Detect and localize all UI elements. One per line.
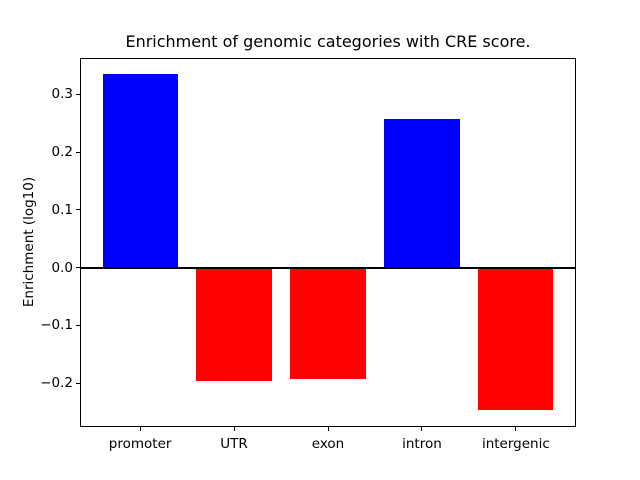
y-tick-label: 0.1: [51, 201, 73, 218]
y-tick-label: 0.3: [51, 86, 73, 103]
zero-line: [81, 266, 575, 269]
chart-title: Enrichment of genomic categories with CR…: [125, 32, 531, 51]
x-tick-label-promoter: promoter: [108, 436, 172, 452]
x-tick-mark: [233, 427, 235, 431]
bar-promoter: [102, 74, 178, 268]
y-tick-label: 0.2: [51, 144, 73, 161]
bar-intron: [384, 119, 460, 268]
bar-UTR: [196, 267, 272, 381]
x-tick-mark: [327, 427, 329, 431]
x-tick-label-intron: intron: [402, 436, 442, 452]
y-tick-mark: [76, 382, 80, 384]
y-tick-mark: [76, 93, 80, 95]
y-tick-mark: [76, 267, 80, 269]
y-tick-mark: [76, 151, 80, 153]
x-tick-mark: [515, 427, 517, 431]
y-axis-label: Enrichment (log10): [21, 176, 37, 308]
x-tick-label-UTR: UTR: [220, 436, 248, 452]
x-tick-label-intergenic: intergenic: [481, 436, 550, 452]
x-tick-mark: [421, 427, 423, 431]
bar-exon: [290, 267, 366, 380]
y-tick-label: 0.0: [51, 259, 73, 276]
y-tick-mark: [76, 209, 80, 211]
y-tick-mark: [76, 324, 80, 326]
y-tick-label: −0.1: [40, 317, 73, 334]
plot-area: [80, 58, 576, 427]
x-tick-mark: [139, 427, 141, 431]
bar-intergenic: [478, 267, 554, 411]
x-tick-label-exon: exon: [311, 436, 345, 452]
y-tick-label: −0.2: [40, 375, 73, 392]
